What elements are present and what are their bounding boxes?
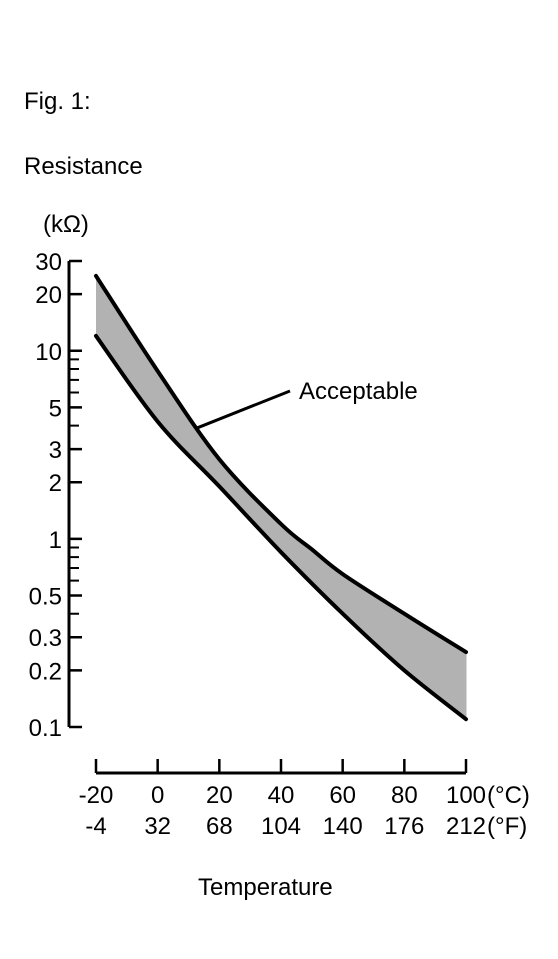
x-tick-label-celsius: 20 [206, 782, 233, 809]
y-axis-label: Resistance [24, 153, 143, 180]
figure-label: Fig. 1: [24, 88, 91, 115]
y-tick-label: 1 [49, 527, 62, 554]
x-tick-label-fahrenheit: 176 [384, 813, 424, 840]
x-tick-label-celsius: 0 [151, 782, 164, 809]
x-tick-label-celsius: 80 [391, 782, 418, 809]
x-tick-label-fahrenheit: -4 [85, 813, 106, 840]
x-tick-label-fahrenheit: 104 [261, 813, 301, 840]
x-tick-label-fahrenheit: 212 [446, 813, 486, 840]
x-tick-label-fahrenheit: 32 [144, 813, 171, 840]
x-unit-celsius: (°C) [487, 782, 530, 809]
y-tick-label: 2 [49, 470, 62, 497]
y-tick-label: 0.2 [29, 658, 62, 685]
y-tick-label: 3 [49, 437, 62, 464]
y-tick-label: 5 [49, 395, 62, 422]
annotation-leader-line [197, 389, 291, 430]
y-tick-label: 20 [35, 282, 62, 309]
x-axis-label: Temperature [198, 874, 333, 901]
y-tick-label: 0.5 [29, 584, 62, 611]
y-tick-label: 0.3 [29, 625, 62, 652]
y-axis-unit: (kΩ) [43, 211, 89, 238]
y-tick-label: 30 [35, 249, 62, 276]
y-tick-label: 10 [35, 339, 62, 366]
annotation-acceptable: Acceptable [299, 378, 418, 405]
x-tick-label-fahrenheit: 68 [206, 813, 233, 840]
x-tick-label-celsius: 40 [268, 782, 295, 809]
x-tick-label-celsius: -20 [79, 782, 114, 809]
x-tick-label-fahrenheit: 140 [323, 813, 363, 840]
upper-limit-line [94, 273, 468, 655]
x-tick-label-celsius: 60 [329, 782, 356, 809]
lower-limit-line [94, 333, 468, 722]
x-unit-fahrenheit: (°F) [487, 813, 527, 840]
y-tick-label: 0.1 [29, 715, 62, 742]
acceptable-band [96, 275, 466, 720]
x-tick-label-celsius: 100 [446, 782, 486, 809]
